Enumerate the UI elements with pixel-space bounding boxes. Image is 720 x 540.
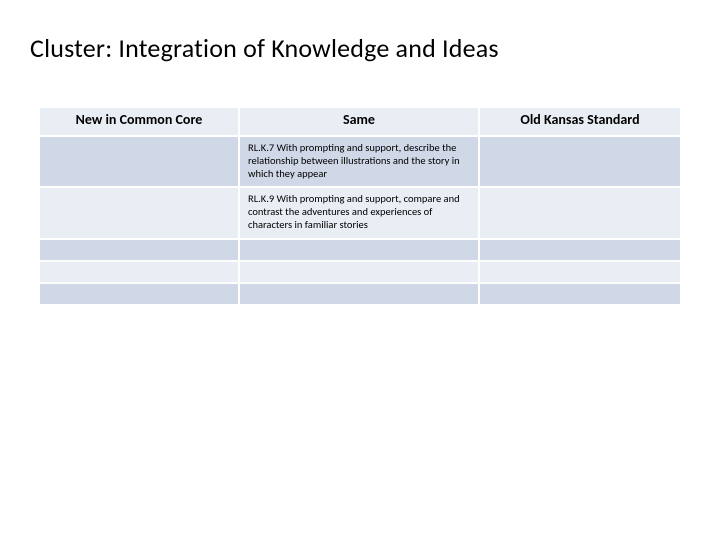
cell-same: RL.K.7 With prompting and support, descr…: [240, 137, 480, 188]
col-header-same: Same: [240, 108, 480, 137]
table-row: RL.K.7 With prompting and support, descr…: [40, 137, 680, 188]
cell-old: [480, 284, 680, 306]
cell-new: [40, 284, 240, 306]
table-row: RL.K.9 With prompting and support, compa…: [40, 188, 680, 239]
cell-same: RL.K.9 With prompting and support, compa…: [240, 188, 480, 239]
cell-old: [480, 137, 680, 188]
cell-new: [40, 137, 240, 188]
cell-same: [240, 262, 480, 284]
cluster-title: Cluster: Integration of Knowledge and Id…: [30, 32, 690, 64]
cell-same: [240, 284, 480, 306]
slide: Cluster: Integration of Knowledge and Id…: [0, 0, 720, 540]
cell-same: [240, 240, 480, 262]
table-row: [40, 262, 680, 284]
cell-old: [480, 262, 680, 284]
cell-old: [480, 240, 680, 262]
cell-new: [40, 240, 240, 262]
table-body: RL.K.7 With prompting and support, descr…: [40, 137, 680, 306]
cell-new: [40, 188, 240, 239]
table-row: [40, 240, 680, 262]
col-header-new: New in Common Core: [40, 108, 240, 137]
col-header-old: Old Kansas Standard: [480, 108, 680, 137]
table-row: [40, 284, 680, 306]
cell-new: [40, 262, 240, 284]
comparison-table: New in Common Core Same Old Kansas Stand…: [40, 108, 680, 306]
table-header-row: New in Common Core Same Old Kansas Stand…: [40, 108, 680, 137]
cell-old: [480, 188, 680, 239]
